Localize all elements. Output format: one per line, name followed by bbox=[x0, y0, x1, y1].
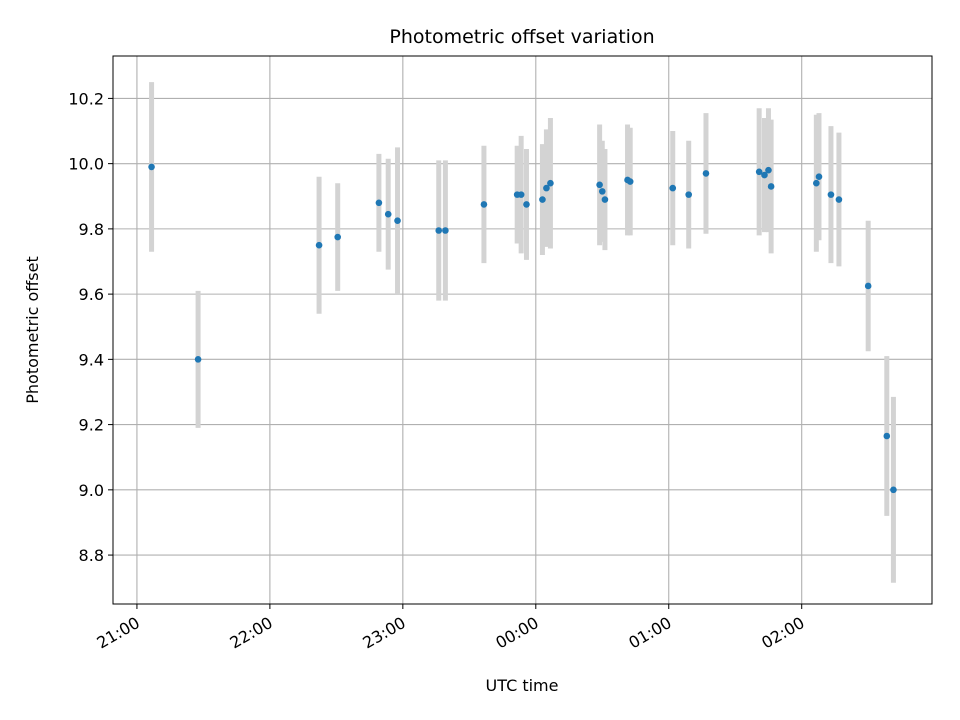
data-point bbox=[334, 233, 341, 241]
data-point bbox=[148, 163, 155, 171]
data-point bbox=[315, 241, 323, 249]
data-points bbox=[148, 163, 897, 494]
y-tick-label: 9.0 bbox=[79, 481, 104, 500]
data-point bbox=[523, 201, 530, 208]
data-point bbox=[702, 170, 710, 177]
y-tick-label: 9.2 bbox=[79, 416, 104, 435]
data-point bbox=[384, 210, 392, 218]
data-point bbox=[596, 181, 603, 189]
y-axis-ticks: 8.8 9.0 9.2 9.4 9.6 9.8 10.0 10.2 bbox=[68, 89, 113, 565]
data-point bbox=[480, 201, 488, 208]
data-point bbox=[626, 178, 634, 185]
data-point bbox=[375, 199, 383, 207]
data-point bbox=[883, 432, 891, 440]
data-point bbox=[394, 217, 401, 225]
data-point bbox=[685, 191, 692, 198]
plot-frame bbox=[112, 55, 933, 605]
x-axis-label: UTC time bbox=[486, 676, 559, 695]
data-point bbox=[827, 191, 835, 198]
data-point bbox=[543, 184, 550, 192]
data-point bbox=[890, 486, 897, 494]
data-point bbox=[815, 173, 823, 180]
data-point bbox=[669, 184, 677, 192]
y-tick-label: 10.0 bbox=[68, 155, 104, 174]
data-point bbox=[864, 282, 872, 290]
data-point bbox=[194, 356, 202, 363]
data-point bbox=[539, 196, 546, 203]
y-tick-label: 8.8 bbox=[79, 546, 104, 565]
y-tick-label: 9.8 bbox=[79, 220, 104, 239]
data-point bbox=[442, 227, 449, 234]
data-point bbox=[761, 171, 768, 179]
data-point bbox=[547, 179, 554, 187]
data-point bbox=[765, 166, 772, 174]
data-point bbox=[755, 168, 763, 176]
y-tick-label: 9.4 bbox=[79, 350, 104, 369]
data-point bbox=[435, 227, 443, 234]
y-tick-label: 9.6 bbox=[79, 285, 104, 304]
y-axis-label: Photometric offset bbox=[23, 256, 42, 404]
data-point bbox=[767, 183, 775, 190]
data-point bbox=[601, 196, 609, 203]
y-tick-label: 10.2 bbox=[68, 89, 104, 108]
data-point bbox=[813, 179, 820, 187]
data-point bbox=[835, 196, 843, 203]
data-point bbox=[598, 188, 606, 195]
chart-title: Photometric offset variation bbox=[389, 26, 654, 48]
data-point bbox=[517, 191, 525, 198]
